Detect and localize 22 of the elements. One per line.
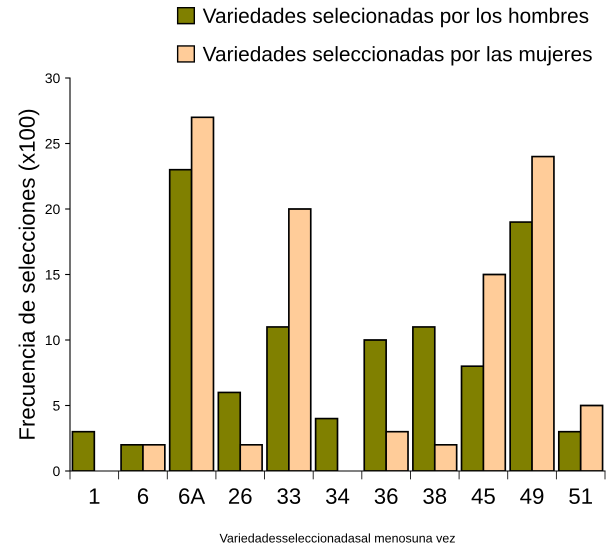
x-tick-label: 6	[138, 488, 148, 504]
x-tick-label: 6A	[179, 488, 206, 504]
x-tick-label: 36	[374, 488, 398, 504]
x-tick-label: 51	[569, 488, 592, 504]
x-tick-label: 38	[423, 488, 446, 504]
x-tick-label: 26	[228, 488, 252, 504]
x-tick-label: 1	[90, 488, 100, 504]
x-axis-title: Variedadesseleccionadasal menosuna vez	[220, 533, 455, 543]
y-axis-title: Frecuencia de selecciones (x100)	[18, 110, 40, 439]
y-tick-label: 20	[46, 204, 60, 214]
x-tick-label: 33	[277, 488, 300, 504]
legend-label: Variedades selecionadas por los hombres	[202, 8, 588, 28]
y-tick-label: 30	[45, 73, 60, 84]
x-tick-label: 45	[472, 488, 495, 504]
y-tick-label: 5	[53, 400, 60, 411]
x-tick-label: 34	[326, 488, 350, 504]
x-tick-label: 49	[520, 488, 544, 504]
y-tick-label: 25	[46, 138, 60, 149]
y-tick-label: 15	[46, 270, 60, 280]
legend-label: Variedades seleccionadas por las mujeres	[202, 46, 592, 66]
y-tick-label: 0	[53, 466, 60, 476]
y-tick-label: 10	[46, 335, 60, 346]
